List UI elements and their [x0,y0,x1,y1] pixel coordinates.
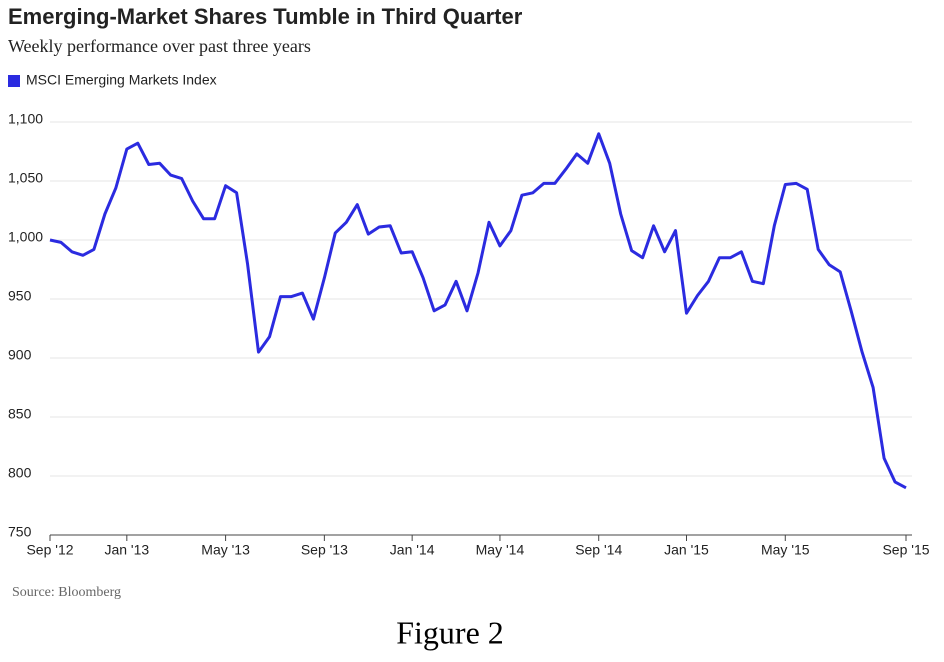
x-tick-label: May '13 [201,542,250,558]
x-tick-label: Sep '13 [301,542,348,558]
y-tick-label: 800 [8,465,32,481]
y-tick-label: 1,000 [8,229,43,245]
legend-label: MSCI Emerging Markets Index [26,72,217,88]
y-tick-label: 1,100 [8,111,43,127]
x-tick-label: Jan '15 [664,542,709,558]
chart-subtitle: Weekly performance over past three years [8,36,311,56]
chart-title: Emerging-Market Shares Tumble in Third Q… [8,4,523,29]
line [49,132,907,490]
y-tick-label: 1,050 [8,170,43,186]
x-tick-label: Sep '14 [575,542,622,558]
y-tick-label: 750 [8,524,32,540]
source: Source: Bloomberg [12,585,121,600]
x-tick-label: May '14 [476,542,525,558]
y-tick-label: 900 [8,347,32,363]
x-tick-label: Sep '12 [26,542,73,558]
y-tick-label: 950 [8,288,32,304]
x-tick-label: Jan '14 [390,542,435,558]
x-tick-label: May '15 [761,542,810,558]
x-tick-label: Sep '15 [882,542,929,558]
x-tick-label: Jan '13 [104,542,149,558]
legend-swatch [8,75,20,87]
caption: Figure 2 [396,614,504,650]
y-tick-label: 850 [8,406,32,422]
